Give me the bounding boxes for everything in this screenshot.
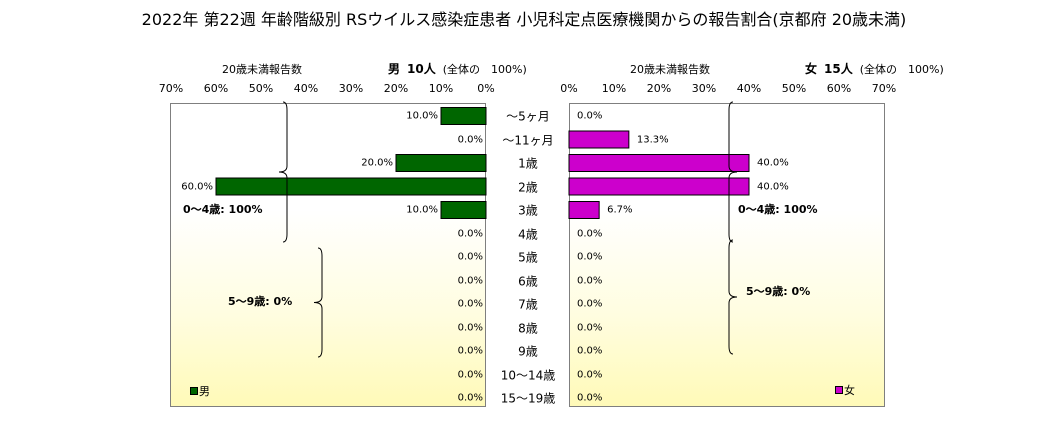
male-value-label: 60.0% [181, 181, 213, 192]
male-value-label: 20.0% [361, 157, 393, 169]
age-category-label: 2歳 [518, 180, 538, 194]
female-tick-label: 30% [691, 82, 717, 95]
age-category-label: 4歳 [518, 227, 538, 241]
female-value-label: 0.0% [577, 298, 603, 310]
male-value-label: 0.0% [457, 345, 483, 357]
female-plot-area [569, 103, 885, 407]
male-tick-label: 60% [203, 82, 229, 95]
age-category-label: ～5ヶ月 [506, 109, 550, 124]
female-value-label: 13.3% [636, 134, 669, 145]
male-tick-label: 20% [383, 82, 409, 95]
age-category-label: 15～19歳 [500, 391, 556, 406]
male-value-label: 0.0% [457, 275, 483, 286]
female-legend: 女 [835, 382, 855, 398]
age-category-label: 6歳 [518, 274, 538, 288]
male-legend-label: 男 [199, 385, 210, 398]
male-bar [440, 107, 487, 125]
female-tick-label: 70% [871, 82, 897, 95]
male-tick-label: 30% [338, 82, 364, 95]
male-group-5-9-label: 5～9歳: 0% [228, 295, 293, 308]
female-value-label: 0.0% [577, 345, 603, 357]
female-tick-label: 10% [601, 82, 627, 95]
age-category-label: 7歳 [518, 297, 538, 312]
male-sex-label: 男 [388, 62, 401, 76]
age-category-label: 1歳 [518, 156, 538, 171]
chart-title: 2022年 第22週 年齢階級別 RSウイルス感染症患者 小児科定点医療機関から… [141, 10, 907, 29]
female-value-label: 6.7% [607, 204, 633, 216]
female-value-label: 0.0% [577, 369, 603, 380]
female-value-label: 0.0% [577, 322, 603, 333]
male-brace-5-9 [313, 247, 323, 358]
age-category-label: ～11ヶ月 [502, 133, 554, 147]
male-value-label: 10.0% [406, 110, 438, 122]
male-bar [215, 177, 487, 196]
male-legend-swatch [190, 387, 198, 395]
age-category-label: 10～14歳 [500, 368, 556, 382]
female-legend-label: 女 [844, 384, 855, 397]
female-sex-label: 女 [805, 62, 818, 76]
female-brace-5-9 [728, 239, 738, 355]
male-value-label: 0.0% [457, 392, 483, 404]
age-category-label: 9歳 [518, 344, 538, 359]
male-value-label: 0.0% [457, 251, 483, 263]
female-value-label: 0.0% [577, 251, 603, 263]
female-bar [568, 154, 750, 172]
age-category-label: 5歳 [518, 250, 538, 265]
female-group-5-9-label: 5～9歳: 0% [746, 285, 811, 298]
female-tick-label: 20% [646, 82, 672, 95]
age-category-label: 8歳 [518, 321, 538, 335]
female-value-label: 0.0% [577, 110, 603, 122]
male-value-label: 0.0% [457, 369, 483, 380]
male-value-label: 0.0% [457, 322, 483, 333]
male-tick-label: 0% [477, 82, 495, 95]
male-group-0-4-label: 0～4歳: 100% [183, 203, 263, 216]
male-value-label: 0.0% [457, 298, 483, 310]
male-value-label: 0.0% [457, 134, 483, 145]
male-count: 男 10人 (全体の 100%) [388, 60, 527, 77]
male-plot-area [170, 103, 486, 407]
female-value-label: 0.0% [577, 275, 603, 286]
male-value-label: 0.0% [457, 228, 483, 239]
male-bar [395, 154, 487, 172]
female-count: 女 15人 (全体の 100%) [805, 60, 944, 77]
female-bar [568, 201, 600, 219]
female-tick-label: 0% [560, 82, 578, 95]
female-tick-label: 60% [826, 82, 852, 95]
female-value-label: 40.0% [757, 181, 789, 192]
female-group-0-4-label: 0～4歳: 100% [738, 203, 818, 216]
age-category-label: 3歳 [518, 203, 538, 218]
female-value-label: 0.0% [577, 228, 603, 239]
male-bar [440, 201, 487, 219]
female-legend-swatch [835, 386, 843, 394]
female-count-label: 20歳未満報告数 [630, 63, 710, 76]
male-brace-0-4 [278, 101, 288, 243]
female-brace-0-4 [728, 101, 738, 243]
female-tick-label: 40% [736, 82, 762, 95]
male-tick-label: 10% [428, 82, 454, 95]
female-value-label: 40.0% [757, 157, 789, 169]
male-total-note: (全体の 100%) [442, 63, 527, 76]
male-count-value: 10人 [407, 62, 436, 76]
male-legend: 男 [190, 383, 210, 399]
female-count-value: 15人 [824, 62, 853, 76]
male-value-label: 10.0% [406, 204, 438, 216]
female-bar [568, 130, 630, 149]
female-tick-label: 50% [781, 82, 807, 95]
female-value-label: 0.0% [577, 392, 603, 404]
female-bar [568, 177, 750, 196]
male-count-label: 20歳未満報告数 [222, 63, 302, 76]
male-tick-label: 40% [293, 82, 319, 95]
male-tick-label: 50% [248, 82, 274, 95]
female-total-note: (全体の 100%) [859, 63, 944, 76]
male-tick-label: 70% [158, 82, 184, 95]
